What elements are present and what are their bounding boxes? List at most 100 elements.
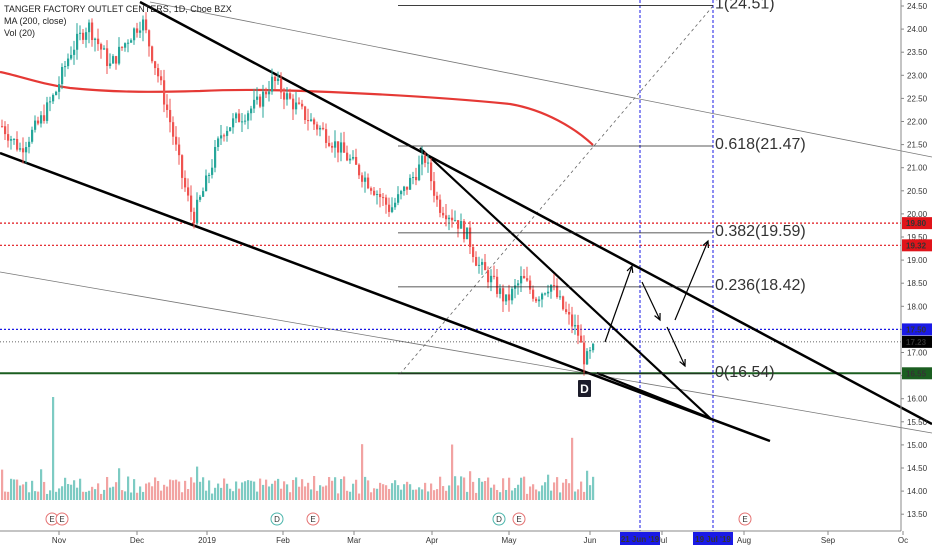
- inner-lower-trendline: [596, 371, 711, 420]
- volume-bar: [436, 489, 439, 500]
- volume-bar: [397, 485, 400, 500]
- candle-body: [223, 135, 226, 137]
- candle-body: [304, 106, 307, 120]
- volume-bar: [40, 469, 43, 500]
- candle-body: [367, 177, 370, 189]
- candle-body: [253, 99, 256, 109]
- candle-body: [493, 275, 496, 277]
- candle-body: [292, 98, 295, 110]
- candle-body: [331, 145, 334, 148]
- x-tick-label: Mar: [347, 536, 361, 545]
- candle-body: [586, 351, 589, 365]
- volume-bar: [295, 477, 298, 500]
- candle-body: [286, 93, 289, 100]
- candle-body: [460, 221, 463, 229]
- candle-body: [583, 342, 586, 365]
- candle-body: [307, 119, 310, 122]
- volume-bar: [526, 493, 529, 500]
- volume-bar: [352, 483, 355, 500]
- candle-body: [532, 289, 535, 299]
- volume-bar: [4, 491, 7, 500]
- volume-bar: [250, 480, 253, 500]
- candle-body: [79, 32, 82, 34]
- y-tick-label: 16.00: [907, 395, 928, 404]
- volume-bar: [541, 485, 544, 500]
- candle-body: [481, 262, 484, 265]
- volume-bar: [34, 491, 37, 500]
- volume-bar: [532, 484, 535, 500]
- volume-bar: [349, 491, 352, 500]
- volume-bar: [58, 488, 61, 500]
- event-marker-circle: [492, 512, 506, 526]
- candle-body: [205, 175, 208, 192]
- candle-body: [319, 127, 322, 130]
- candle-body: [370, 188, 373, 191]
- candle-body: [421, 155, 424, 165]
- volume-bar: [268, 486, 271, 500]
- candle-body: [508, 294, 511, 301]
- candle-body: [265, 91, 268, 95]
- volume-bar: [547, 474, 550, 500]
- volume-bar: [325, 485, 328, 500]
- volume-bar: [157, 480, 160, 500]
- candle-body: [391, 207, 394, 212]
- volume-bar: [379, 482, 382, 500]
- volume-bar: [508, 477, 511, 500]
- volume-bar: [64, 477, 67, 500]
- volume-bar: [589, 485, 592, 500]
- volume-bar: [256, 491, 259, 500]
- candle-body: [556, 285, 559, 298]
- event-marker-label: E: [49, 515, 54, 524]
- volume-bar: [286, 484, 289, 500]
- candle-body: [571, 314, 574, 327]
- volume-bar: [409, 484, 412, 500]
- volume-bar: [565, 479, 568, 500]
- candle-body: [7, 134, 10, 141]
- volume-bar: [586, 470, 589, 500]
- candle-body: [412, 176, 415, 178]
- candle-body: [376, 194, 379, 196]
- volume-bar: [115, 482, 118, 500]
- candle-body: [547, 291, 550, 294]
- x-tick-label: Aug: [737, 536, 751, 545]
- volume-bar: [19, 485, 22, 500]
- volume-bar: [364, 476, 367, 500]
- candle-body: [280, 78, 283, 93]
- candle-body: [364, 177, 367, 182]
- volume-bar: [70, 484, 73, 500]
- volume-bar: [253, 481, 256, 500]
- volume-bar: [166, 486, 169, 500]
- volume-bar: [55, 491, 58, 500]
- candle-body: [61, 67, 64, 85]
- candle-body: [40, 115, 43, 124]
- x-tick-label: Dec: [130, 536, 144, 545]
- volume-bar: [136, 492, 139, 500]
- volume-bar: [475, 492, 478, 500]
- volume-bar: [361, 444, 364, 500]
- candle-body: [535, 298, 538, 302]
- volume-bar: [133, 479, 136, 500]
- candle-body: [52, 95, 55, 102]
- volume-bar: [556, 477, 559, 500]
- volume-bar: [67, 484, 70, 500]
- y-tick-label: 14.50: [907, 464, 928, 473]
- candle-body: [100, 44, 103, 50]
- volume-bar: [385, 485, 388, 500]
- volume-bar: [484, 480, 487, 500]
- date-badge: [693, 532, 733, 545]
- candle-body: [184, 177, 187, 188]
- fib-level-label: 0.382(19.59): [715, 223, 806, 240]
- volume-bar: [283, 481, 286, 500]
- candle-body: [520, 275, 523, 284]
- candle-body: [343, 142, 346, 153]
- candle-body: [487, 270, 490, 283]
- candle-body: [580, 335, 583, 343]
- fib-level-label: 0.236(18.42): [715, 277, 806, 294]
- volume-bar: [211, 493, 214, 500]
- volume-bar: [469, 471, 472, 500]
- volume-bar: [451, 444, 454, 500]
- volume-bar: [181, 492, 184, 500]
- candle-body: [145, 19, 148, 31]
